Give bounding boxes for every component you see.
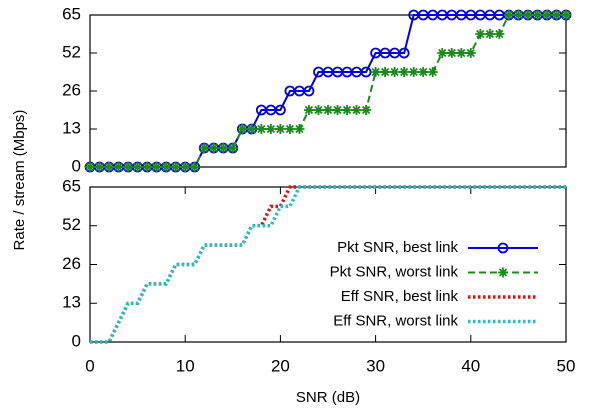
marker (437, 48, 448, 58)
marker (313, 105, 324, 115)
legend-marker (498, 267, 508, 278)
y-tick-label: 65 (62, 176, 81, 195)
x-tick-label: 20 (271, 356, 290, 375)
marker (332, 105, 343, 115)
marker (294, 124, 305, 134)
marker (199, 143, 210, 153)
marker (323, 105, 333, 115)
marker (189, 162, 200, 172)
y-axis-label: Rate / stream (Mbps) (11, 110, 28, 251)
marker (398, 47, 410, 59)
marker (94, 162, 105, 172)
marker (484, 29, 495, 39)
series-line (90, 185, 566, 344)
marker (370, 67, 381, 77)
legend-marker (497, 242, 509, 254)
marker (132, 162, 143, 172)
marker (465, 48, 476, 58)
marker (446, 48, 457, 58)
marker (342, 105, 353, 115)
y-tick-label: 26 (62, 80, 81, 99)
x-axis-label: SNR (dB) (296, 389, 360, 406)
marker (380, 67, 391, 77)
x-tick-label: 40 (461, 356, 480, 375)
y-tick-label: 52 (62, 215, 81, 234)
x-tick-label: 30 (366, 356, 385, 375)
marker (218, 143, 229, 153)
marker (541, 10, 552, 20)
y-tick-label: 26 (62, 254, 81, 273)
marker (551, 10, 562, 20)
marker (513, 10, 524, 20)
marker (408, 67, 419, 77)
marker (399, 67, 410, 77)
y-tick-label: 13 (62, 118, 81, 137)
plot-frame (89, 186, 567, 343)
marker (456, 48, 467, 58)
marker (389, 67, 400, 77)
series-line (90, 14, 566, 168)
marker (161, 162, 172, 172)
marker (256, 124, 267, 134)
marker (142, 162, 153, 172)
marker (227, 143, 238, 153)
legend-label: Pkt SNR, best link (337, 239, 458, 256)
series-line (90, 185, 566, 344)
legend-label: Eff SNR, best link (341, 288, 459, 305)
marker (532, 10, 543, 20)
marker (104, 162, 115, 172)
marker (265, 124, 276, 134)
series-line (90, 14, 566, 168)
y-tick-label: 0 (72, 156, 81, 175)
marker (361, 105, 372, 115)
y-tick-label: 13 (62, 293, 81, 312)
marker (360, 66, 372, 78)
marker (246, 124, 257, 134)
x-tick-label: 0 (85, 356, 94, 375)
marker (351, 105, 362, 115)
marker (180, 162, 191, 172)
legend-label: Pkt SNR, worst link (330, 263, 459, 280)
marker (151, 162, 162, 172)
marker (170, 162, 181, 172)
y-tick-label: 65 (62, 4, 81, 23)
x-tick-label: 10 (176, 356, 195, 375)
marker (284, 124, 295, 134)
marker (113, 162, 124, 172)
marker (522, 10, 533, 20)
marker (274, 104, 286, 116)
marker (503, 10, 514, 20)
marker (427, 67, 438, 77)
y-tick-label: 52 (62, 42, 81, 61)
marker (85, 162, 95, 172)
plot-frame (89, 14, 567, 168)
marker (208, 143, 219, 153)
marker (237, 124, 248, 134)
marker (418, 67, 429, 77)
marker (561, 10, 571, 20)
marker (303, 85, 315, 97)
marker (494, 29, 505, 39)
legend-label: Eff SNR, worst link (333, 312, 458, 329)
marker (303, 105, 314, 115)
y-tick-label: 0 (72, 331, 81, 350)
marker (275, 124, 286, 134)
marker (123, 162, 134, 172)
marker (475, 29, 486, 39)
x-tick-label: 50 (557, 356, 576, 375)
